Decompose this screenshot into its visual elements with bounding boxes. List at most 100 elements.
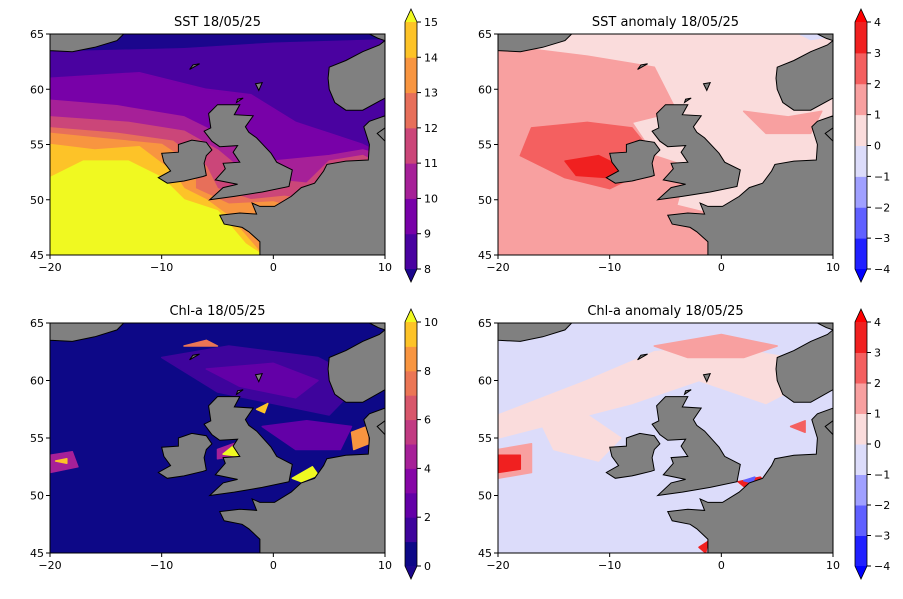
colorbar-tick-label: 10 [424, 192, 438, 205]
x-tick-label: −20 [38, 559, 61, 572]
contour-region-6 [54, 457, 68, 465]
land-no2 [369, 323, 385, 331]
colorbar-segment [855, 83, 867, 116]
x-tick-label: −20 [486, 261, 509, 274]
x-tick-label: −20 [486, 559, 509, 572]
colorbar-segment [405, 233, 417, 270]
y-tick-label: 65 [30, 317, 44, 330]
y-tick-label: 45 [30, 547, 44, 560]
panel-title: SST 18/05/25 [174, 15, 261, 30]
contour-region-8 [50, 160, 263, 255]
y-tick-label: 45 [30, 249, 44, 262]
data-field [50, 34, 385, 255]
colorbar-segment [855, 207, 867, 239]
land-no [775, 329, 833, 403]
land-gb [651, 104, 741, 201]
colorbar-segment [855, 474, 867, 506]
contour-region-10 [183, 339, 219, 347]
colorbar: −4 −3 −2 −1 0 1 2 3 4 [854, 308, 890, 580]
contour-region-11 [698, 540, 709, 553]
y-tick-label: 50 [478, 194, 492, 207]
land-is [498, 323, 573, 342]
colorbar-tick-label: 13 [424, 87, 438, 100]
land-ork [683, 389, 692, 396]
colorbar-tick-label: −2 [874, 201, 890, 214]
land-eu [218, 407, 385, 553]
colorbar-segment [855, 413, 867, 445]
contour-region-3 [261, 420, 353, 451]
x-tick-label: −20 [38, 261, 61, 274]
panel-title: Chl-a anomaly 18/05/25 [587, 304, 743, 319]
land-no2 [817, 34, 833, 42]
land-is [50, 34, 125, 53]
colorbar-segment [405, 444, 417, 469]
land-no2 [817, 323, 833, 331]
y-tick-label: 55 [30, 432, 44, 445]
colorbar-segment [405, 346, 417, 372]
colorbar-extend-max [405, 9, 417, 22]
land-sh [254, 81, 264, 92]
colorbar-segment [405, 92, 417, 129]
colorbar-tick-label: 6 [424, 414, 431, 427]
x-tick-label: 10 [826, 261, 840, 274]
colorbar-segment [405, 492, 417, 518]
colorbar-tick-label: 0 [874, 140, 881, 153]
colorbar: 8 9 10 11 12 13 14 15 [404, 8, 438, 283]
panel-title: SST anomaly 18/05/25 [592, 15, 739, 30]
colorbar-tick-label: 14 [424, 51, 438, 64]
contour-region-5 [498, 454, 522, 474]
land-gb [203, 104, 293, 201]
colorbar-segment [405, 22, 417, 58]
x-tick-label: 10 [378, 261, 392, 274]
land-ork [235, 389, 244, 396]
colorbar-tick-label: 12 [424, 122, 438, 135]
colorbar-tick-label: −4 [874, 263, 890, 276]
x-tick-label: 10 [826, 559, 840, 572]
colorbar-segment [855, 52, 867, 85]
land-fa [637, 353, 648, 361]
land-ork [235, 97, 244, 104]
land-no [775, 39, 833, 111]
land-eu [218, 115, 385, 255]
colorbar-segment [855, 114, 867, 146]
colorbar-segment [405, 57, 417, 94]
colorbar-segment [855, 444, 867, 475]
land-ie [605, 432, 661, 479]
colorbar-tick-label: 4 [874, 316, 881, 329]
y-tick-label: 55 [478, 139, 492, 152]
colorbar-tick-label: 0 [424, 560, 431, 573]
colorbar-tick-label: 8 [424, 263, 431, 276]
y-tick-label: 45 [478, 249, 492, 262]
y-tick-label: 60 [478, 83, 492, 96]
y-tick-label: 65 [478, 317, 492, 330]
colorbar-segment [405, 370, 417, 396]
colorbar-extend-min [405, 269, 417, 282]
colorbar-segment [855, 535, 867, 567]
land-se [376, 127, 385, 142]
land-sh [702, 81, 712, 92]
colorbar-tick-label: −4 [874, 560, 890, 573]
contour-region-8 [789, 420, 806, 434]
colorbar-extend-max [855, 309, 867, 322]
y-tick-label: 60 [30, 83, 44, 96]
land-is [50, 323, 125, 342]
land-fa [189, 63, 200, 70]
x-tick-label: 0 [718, 559, 725, 572]
contour-region-2 [541, 414, 622, 462]
map-panel-2: SST anomaly 18/05/25−20 −10 0 104550556065−… [478, 8, 890, 283]
y-tick-label: 55 [30, 139, 44, 152]
colorbar-segment [855, 238, 867, 270]
land-no2 [369, 34, 385, 42]
contour-region-2 [205, 362, 319, 399]
x-tick-label: −10 [150, 559, 173, 572]
land-ie [157, 139, 213, 184]
colorbar-segment [855, 22, 867, 54]
colorbar-segment [405, 163, 417, 199]
colorbar-segment [855, 352, 867, 384]
y-tick-label: 65 [478, 28, 492, 41]
land-sh [254, 372, 264, 383]
colorbar-tick-label: 9 [424, 228, 431, 241]
land-ie [605, 139, 661, 184]
land-fa [189, 353, 200, 361]
